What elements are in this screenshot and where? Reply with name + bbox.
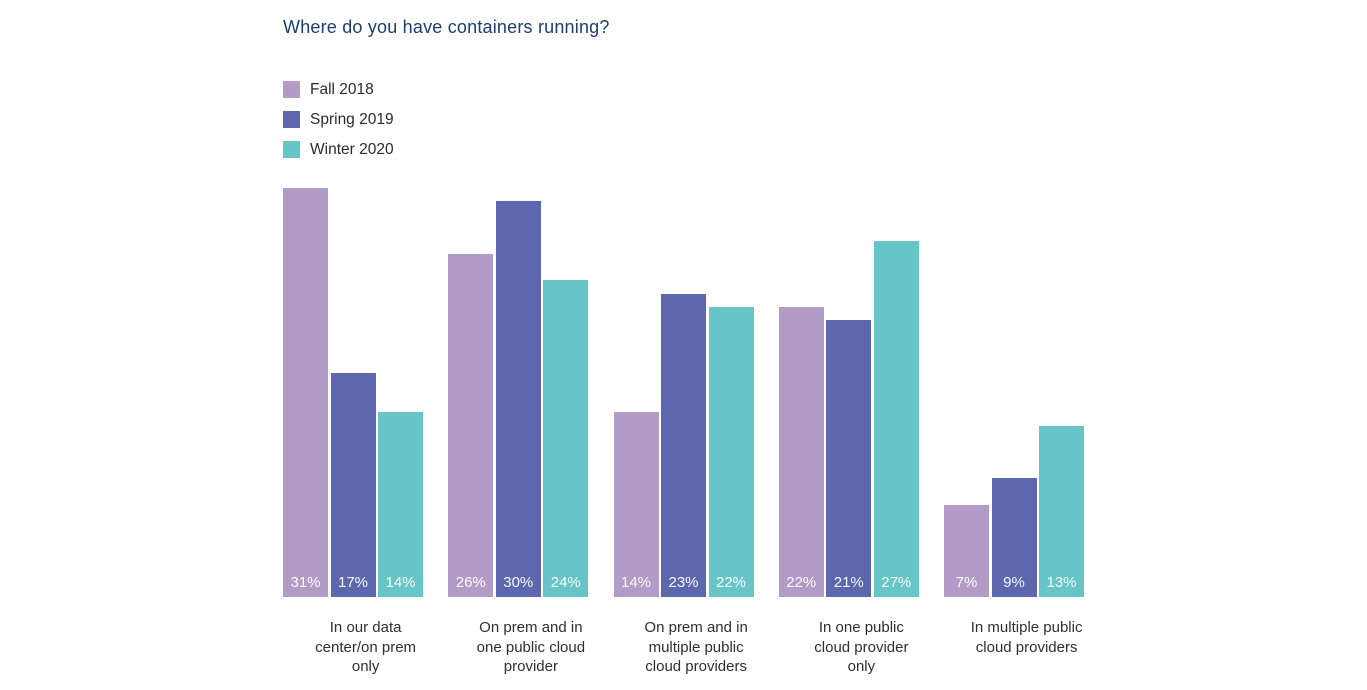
bar-value-label: 14% bbox=[385, 574, 416, 591]
category-label: In one public cloud provider only bbox=[814, 619, 909, 675]
bar: 23% bbox=[661, 293, 706, 597]
bar-value-label: 30% bbox=[503, 574, 534, 591]
category-label: In multiple public cloud providers bbox=[970, 619, 1083, 656]
category-label: On prem and in multiple public cloud provi… bbox=[644, 619, 748, 675]
bar: 7% bbox=[944, 504, 989, 597]
plot-area: 31% 17% 14% In our data center/on prem only 26… bbox=[283, 188, 1109, 677]
bar-group: 22% 21% 27% bbox=[778, 188, 944, 597]
legend-swatch-icon bbox=[283, 81, 300, 98]
bar: 22% bbox=[778, 306, 824, 597]
category-band: 26% 30% 24% On prem and in one public cloud p… bbox=[448, 188, 613, 677]
legend-swatch-icon bbox=[283, 141, 300, 158]
bar-value-label: 27% bbox=[881, 574, 912, 591]
category-band: 22% 21% 27% In one public cloud provider only bbox=[778, 188, 944, 677]
bar: 26% bbox=[448, 254, 494, 597]
bar-value-label: 24% bbox=[550, 574, 581, 591]
legend-item: Spring 2019 bbox=[283, 111, 394, 128]
bar: 21% bbox=[826, 320, 872, 597]
bar-value-label: 21% bbox=[833, 574, 864, 591]
legend-item: Winter 2020 bbox=[283, 141, 394, 158]
legend-label: Spring 2019 bbox=[310, 110, 394, 128]
bar-value-label: 17% bbox=[337, 574, 369, 591]
legend-label: Fall 2018 bbox=[310, 80, 374, 98]
bar-value-label: 13% bbox=[1046, 574, 1077, 591]
bar: 22% bbox=[708, 306, 754, 597]
bar: 14% bbox=[613, 412, 659, 597]
chart-title: Where do you have containers running? bbox=[283, 17, 610, 37]
bar: 17% bbox=[330, 372, 376, 597]
category-band: 31% 17% 14% In our data center/on prem only bbox=[283, 188, 448, 677]
bar: 14% bbox=[378, 412, 423, 597]
bar-group: 14% 23% 22% bbox=[613, 188, 779, 597]
bar: 13% bbox=[1039, 425, 1084, 597]
bar-value-label: 22% bbox=[715, 574, 747, 591]
bar-value-label: 14% bbox=[620, 574, 652, 591]
legend-item: Fall 2018 bbox=[283, 81, 394, 98]
legend-swatch-icon bbox=[283, 111, 300, 128]
category-label: On prem and in one public cloud provider bbox=[476, 619, 586, 675]
bar: 27% bbox=[873, 240, 919, 597]
category-label: In our data center/on prem only bbox=[315, 619, 417, 675]
legend-label: Winter 2020 bbox=[310, 140, 394, 158]
bar: 9% bbox=[991, 478, 1037, 597]
bar-group: 31% 17% 14% bbox=[283, 188, 448, 597]
bar: 31% bbox=[283, 188, 328, 597]
bar-group: 7% 9% 13% bbox=[944, 188, 1109, 597]
legend: Fall 2018 Spring 2019 Winter 2020 bbox=[283, 81, 394, 171]
category-band: 14% 23% 22% On prem and in multiple public cl… bbox=[613, 188, 779, 677]
bar-value-label: 22% bbox=[786, 574, 817, 591]
bar-value-label: 31% bbox=[290, 574, 321, 591]
bar-value-label: 26% bbox=[455, 574, 486, 591]
bar-group: 26% 30% 24% bbox=[448, 188, 613, 597]
bar-value-label: 23% bbox=[668, 574, 699, 591]
bar: 30% bbox=[495, 201, 541, 597]
bar: 24% bbox=[543, 280, 589, 597]
category-band: 7% 9% 13% In multiple public cloud providers bbox=[944, 188, 1109, 677]
bar-value-label: 7% bbox=[955, 574, 978, 591]
bar-value-label: 9% bbox=[1003, 574, 1025, 591]
